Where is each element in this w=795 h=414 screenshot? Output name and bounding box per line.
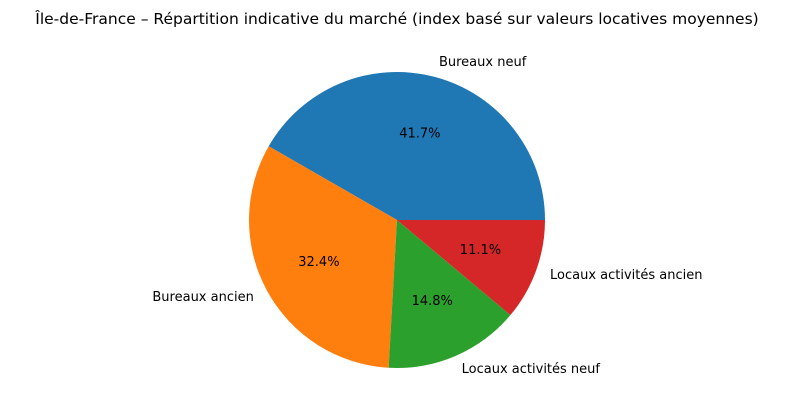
slice-percent-bureaux-neuf: 41.7% <box>399 127 440 142</box>
slice-percent-locaux-activites-ancien: 11.1% <box>460 243 501 258</box>
pie-slices <box>248 71 545 368</box>
slice-label-locaux-activites-neuf: Locaux activités neuf <box>462 362 601 377</box>
pie-slice-bureaux-ancien <box>248 146 397 368</box>
slice-label-bureaux-neuf: Bureaux neuf <box>439 55 527 70</box>
pie-slice-locaux-activites-neuf <box>388 220 511 368</box>
slice-percent-bureaux-ancien: 32.4% <box>298 255 339 270</box>
pie-slice-locaux-activites-ancien <box>397 220 545 316</box>
pie-labels: Bureaux neuf 41.7% Bureaux ancien 32.4% Loca… <box>152 55 702 377</box>
pie-slice-bureaux-neuf <box>268 71 545 220</box>
slice-label-locaux-activites-ancien: Locaux activités ancien <box>550 268 702 283</box>
slice-percent-locaux-activites-neuf: 14.8% <box>412 294 453 309</box>
chart-title: Île-de-France – Répartition indicative d… <box>34 9 758 28</box>
slice-label-bureaux-ancien: Bureaux ancien <box>152 290 253 305</box>
